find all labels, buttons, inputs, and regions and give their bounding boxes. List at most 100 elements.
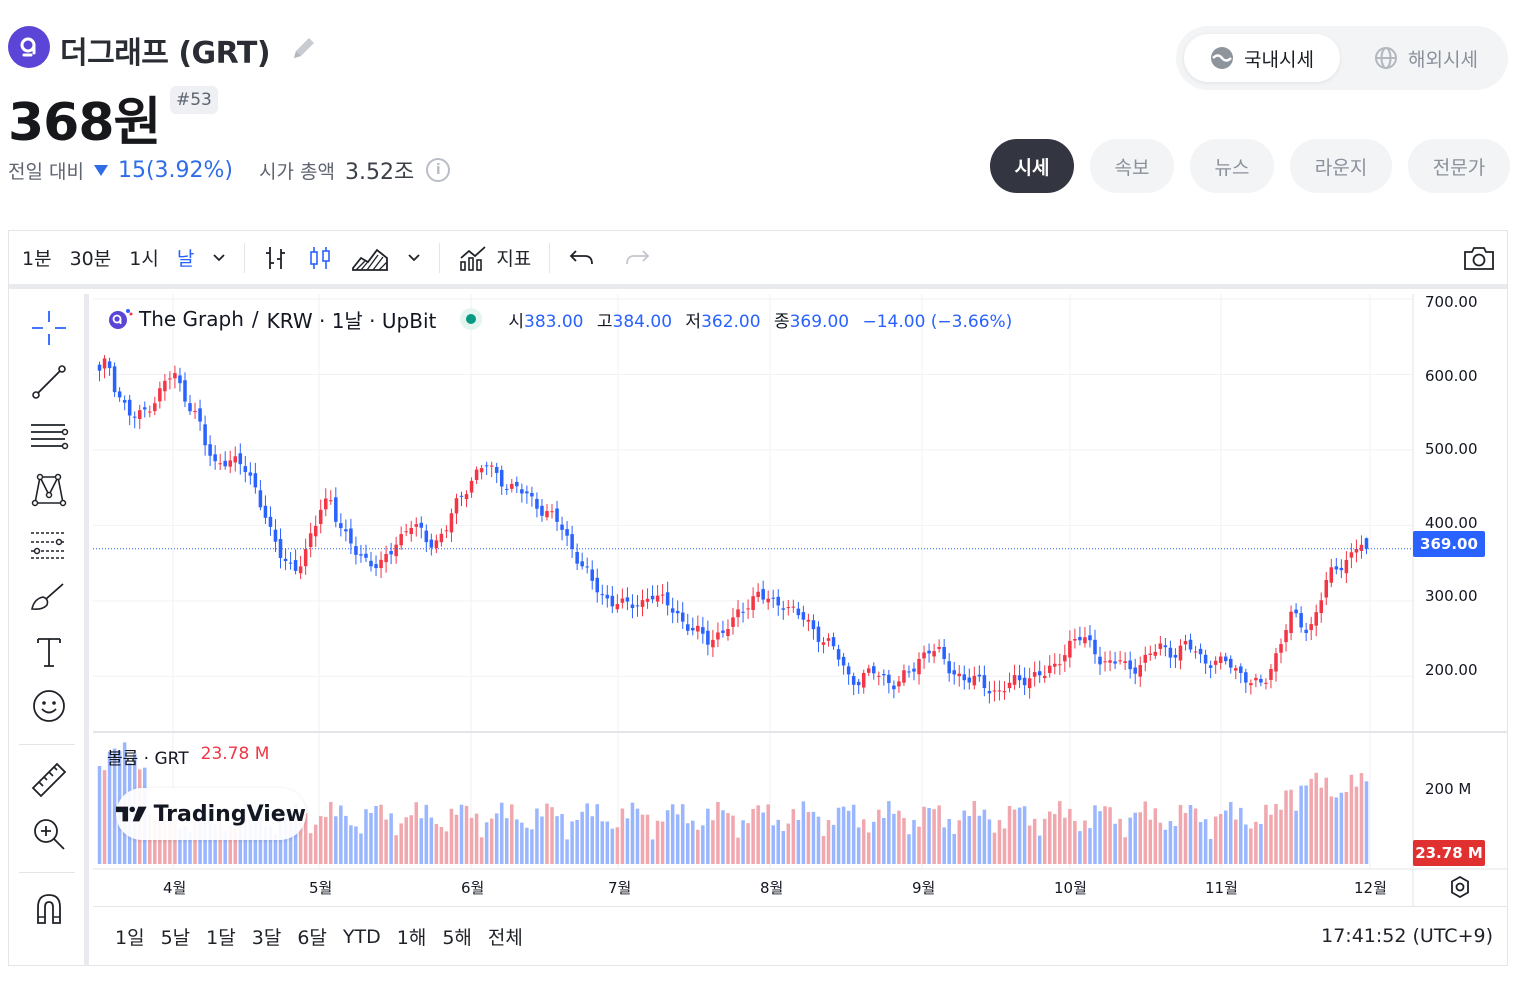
interval-day[interactable]: 날	[176, 248, 195, 270]
crosshair-tool[interactable]	[29, 308, 69, 348]
bar-chart-button[interactable]	[254, 244, 298, 272]
candle-body	[419, 522, 424, 528]
candle-body	[228, 460, 232, 467]
interval-30m[interactable]: 30분	[69, 248, 112, 270]
volume-bar	[685, 823, 690, 864]
candle-body	[952, 670, 956, 675]
area-chart-button[interactable]	[342, 244, 398, 272]
range-5d[interactable]: 5날	[160, 927, 191, 949]
candle-body	[1058, 664, 1062, 666]
tab-expert[interactable]: 전문가	[1408, 139, 1510, 193]
redo-button[interactable]	[605, 247, 660, 269]
tradingview-icon	[116, 806, 147, 822]
tab-lounge[interactable]: 라운지	[1290, 139, 1392, 193]
brush-tool[interactable]	[29, 578, 69, 618]
volume-bar	[1364, 781, 1369, 864]
range-6m[interactable]: 6달	[297, 927, 327, 949]
pattern-tool[interactable]	[29, 470, 69, 510]
range-1m[interactable]: 1달	[206, 927, 236, 949]
volume-bar	[957, 820, 962, 864]
fibonacci-tool[interactable]	[29, 524, 69, 564]
volume-bar	[1012, 809, 1017, 864]
ruler-tool[interactable]	[29, 760, 69, 800]
candle-body	[233, 456, 238, 463]
overseas-price-button[interactable]: 해외시세	[1352, 34, 1500, 82]
tab-price[interactable]: 시세	[990, 139, 1074, 193]
tab-breaking[interactable]: 속보	[1090, 139, 1174, 193]
volume-bar	[701, 825, 705, 864]
candle-body	[1078, 636, 1082, 641]
candle-body	[711, 639, 715, 648]
pencil-icon[interactable]	[288, 32, 320, 64]
grt-logo-icon	[20, 37, 36, 57]
range-all[interactable]: 전체	[487, 927, 523, 949]
range-5y[interactable]: 5해	[442, 927, 472, 949]
chart-area[interactable]: The Graph / KRW · 1날 · UpBit 시383.00 고38…	[93, 293, 1507, 966]
candle-body	[580, 561, 584, 567]
candle-body	[861, 672, 866, 688]
volume-bar	[1133, 812, 1137, 864]
candle-body	[962, 674, 967, 681]
info-icon[interactable]: i	[426, 158, 451, 182]
horizontal-lines-tool[interactable]	[29, 416, 69, 456]
text-tool[interactable]	[29, 632, 69, 672]
price-axis-label: 200.00	[1425, 661, 1478, 679]
candle-body	[781, 608, 786, 610]
down-triangle-icon	[93, 164, 108, 176]
volume-bar	[776, 819, 781, 864]
tradingview-logo[interactable]: TradingView	[116, 788, 306, 840]
zoom-tool[interactable]	[29, 814, 69, 854]
grt-small-logo-icon	[109, 309, 133, 329]
price-chart[interactable]	[93, 294, 1507, 906]
volume-bar	[1264, 804, 1268, 864]
interval-1m[interactable]: 1분	[22, 248, 52, 270]
globe-icon	[1375, 47, 1398, 69]
candle-body	[429, 539, 434, 548]
candle-body	[323, 498, 328, 510]
axis-settings-button[interactable]	[1447, 874, 1473, 904]
volume-bar	[585, 803, 589, 864]
range-1d[interactable]: 1일	[115, 927, 145, 949]
interval-1h[interactable]: 1시	[129, 248, 159, 270]
undo-button[interactable]	[559, 247, 605, 269]
domestic-price-button[interactable]: 국내시세	[1184, 34, 1340, 82]
screenshot-button[interactable]	[1453, 244, 1505, 272]
indicators-icon	[460, 245, 486, 271]
candle-body	[359, 554, 363, 556]
volume-bar	[1163, 829, 1168, 864]
volume-bar	[389, 813, 393, 864]
candle-body	[117, 391, 122, 398]
range-1y[interactable]: 1해	[396, 927, 427, 949]
candle-body	[670, 608, 675, 613]
volume-bar	[318, 816, 323, 864]
volume-bar	[1103, 806, 1107, 864]
candle-body	[1274, 653, 1278, 672]
candle-body	[1032, 672, 1037, 677]
range-ytd[interactable]: YTD	[342, 925, 381, 948]
candle-body	[1228, 658, 1233, 668]
candle-body	[600, 594, 605, 596]
area-chart-icon	[352, 248, 389, 271]
magnet-tool[interactable]	[29, 888, 69, 928]
range-3m[interactable]: 3달	[251, 927, 282, 949]
candle-body	[846, 666, 851, 675]
candle-body	[866, 668, 871, 673]
volume-bar	[1249, 828, 1253, 864]
candle-body	[590, 569, 594, 581]
candle-body	[640, 600, 645, 607]
candle-chart-button[interactable]	[298, 244, 342, 272]
interval-dropdown[interactable]	[203, 253, 235, 263]
candle-body	[1314, 612, 1318, 626]
candle-body	[263, 505, 268, 518]
tab-news[interactable]: 뉴스	[1190, 139, 1274, 193]
candle-body	[278, 538, 283, 558]
candle-body	[122, 400, 127, 403]
candle-body	[329, 500, 333, 502]
emoji-tool[interactable]	[29, 686, 69, 726]
time-axis-label: 11월	[1205, 879, 1238, 897]
indicators-button[interactable]: 지표	[449, 244, 540, 272]
volume-bar	[716, 801, 720, 864]
chart-type-dropdown[interactable]	[398, 253, 430, 263]
volume-bar	[384, 819, 388, 864]
trend-line-tool[interactable]	[29, 362, 69, 402]
